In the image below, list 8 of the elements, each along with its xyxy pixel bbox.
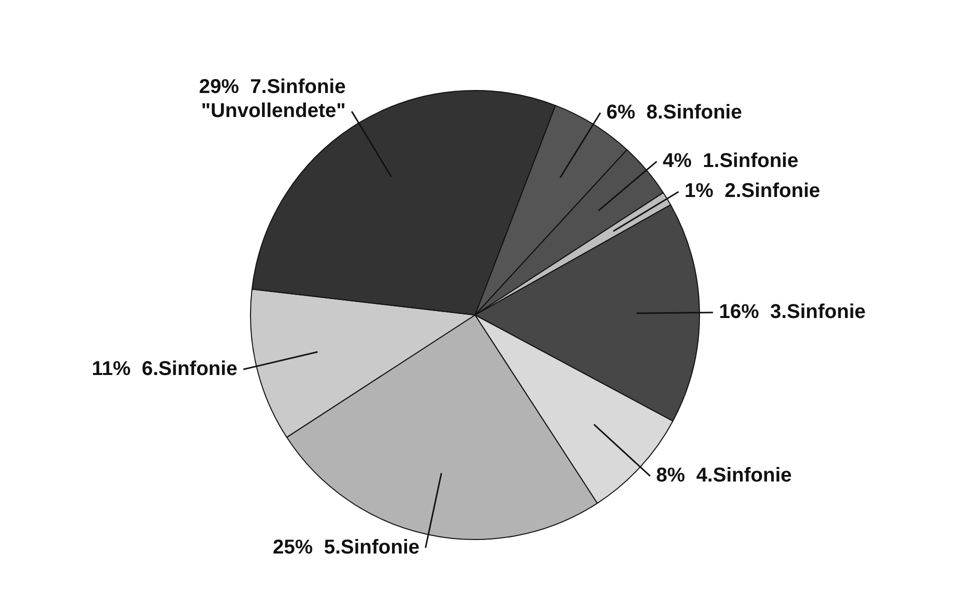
slice-label: 11% 6.Sinfonie [92,358,238,380]
slice-label: 29% 7.Sinfonie "Unvollendete" [199,76,346,122]
slice-label: 4% 1.Sinfonie [662,150,798,172]
slice-label: 25% 5.Sinfonie [272,536,420,558]
slice-label: 8% 4.Sinfonie [656,464,792,487]
slice-label: 16% 3.Sinfonie [718,301,866,324]
slice-label: 6% 8.Sinfonie [606,101,742,124]
slice-label: 1% 2.Sinfonie [684,180,820,202]
